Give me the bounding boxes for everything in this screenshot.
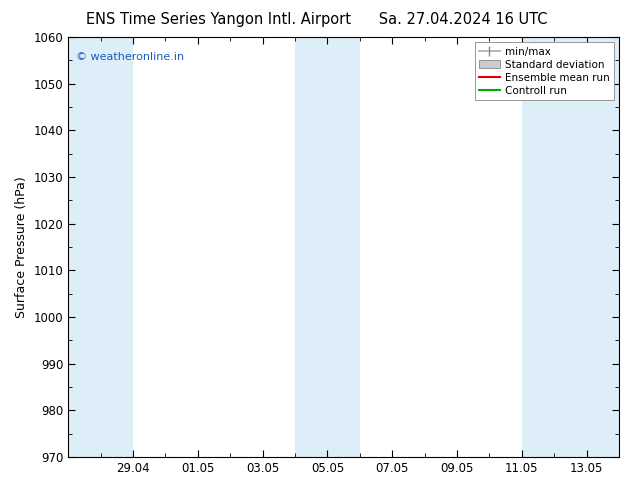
Bar	[522, 37, 621, 457]
Bar	[295, 37, 359, 457]
Bar	[67, 37, 133, 457]
Y-axis label: Surface Pressure (hPa): Surface Pressure (hPa)	[15, 176, 28, 318]
Text: ENS Time Series Yangon Intl. Airport      Sa. 27.04.2024 16 UTC: ENS Time Series Yangon Intl. Airport Sa.…	[86, 12, 548, 27]
Text: © weatheronline.in: © weatheronline.in	[77, 52, 184, 62]
Legend: min/max, Standard deviation, Ensemble mean run, Controll run: min/max, Standard deviation, Ensemble me…	[475, 42, 614, 100]
